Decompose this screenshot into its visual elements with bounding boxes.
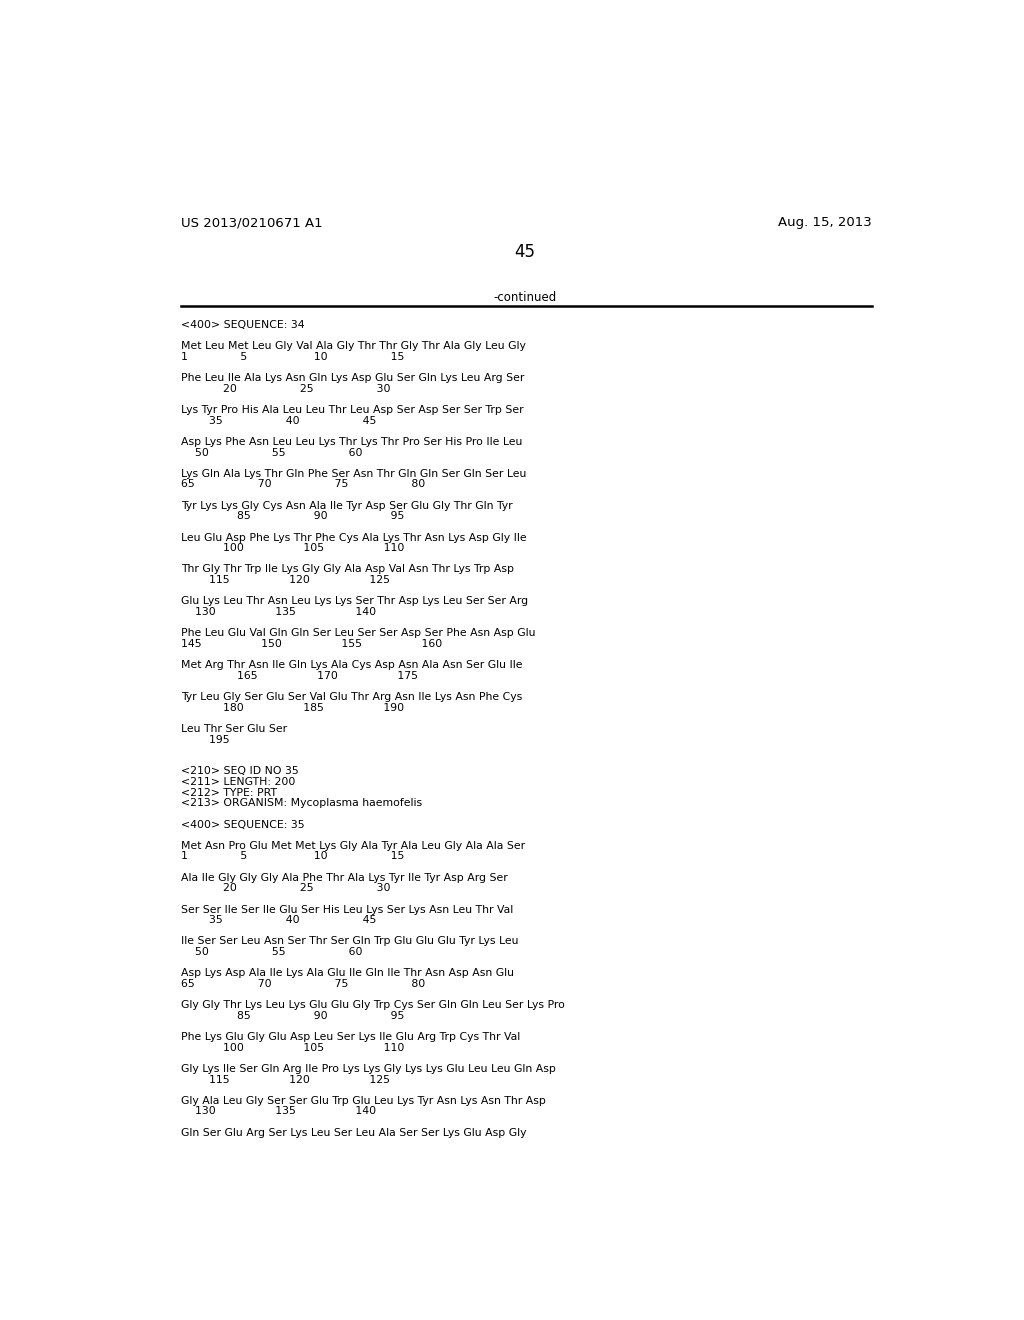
Text: 85                  90                  95: 85 90 95 (180, 511, 404, 521)
Text: Asp Lys Phe Asn Leu Leu Lys Thr Lys Thr Pro Ser His Pro Ile Leu: Asp Lys Phe Asn Leu Leu Lys Thr Lys Thr … (180, 437, 522, 447)
Text: Glu Lys Leu Thr Asn Leu Lys Lys Ser Thr Asp Lys Leu Ser Ser Arg: Glu Lys Leu Thr Asn Leu Lys Lys Ser Thr … (180, 597, 527, 606)
Text: Met Leu Met Leu Gly Val Ala Gly Thr Thr Gly Thr Ala Gly Leu Gly: Met Leu Met Leu Gly Val Ala Gly Thr Thr … (180, 342, 525, 351)
Text: 100                 105                 110: 100 105 110 (180, 544, 404, 553)
Text: 35                  40                  45: 35 40 45 (180, 915, 376, 925)
Text: Aug. 15, 2013: Aug. 15, 2013 (778, 216, 872, 230)
Text: 1               5                   10                  15: 1 5 10 15 (180, 352, 404, 362)
Text: 130                 135                 140: 130 135 140 (180, 607, 376, 616)
Text: Lys Tyr Pro His Ala Leu Leu Thr Leu Asp Ser Asp Ser Ser Trp Ser: Lys Tyr Pro His Ala Leu Leu Thr Leu Asp … (180, 405, 523, 414)
Text: 20                  25                  30: 20 25 30 (180, 883, 390, 894)
Text: Gln Ser Glu Arg Ser Lys Leu Ser Leu Ala Ser Ser Lys Glu Asp Gly: Gln Ser Glu Arg Ser Lys Leu Ser Leu Ala … (180, 1127, 526, 1138)
Text: 45: 45 (514, 243, 536, 261)
Text: 180                 185                 190: 180 185 190 (180, 702, 403, 713)
Text: Ser Ser Ile Ser Ile Glu Ser His Leu Lys Ser Lys Asn Leu Thr Val: Ser Ser Ile Ser Ile Glu Ser His Leu Lys … (180, 904, 513, 915)
Text: 145                 150                 155                 160: 145 150 155 160 (180, 639, 442, 649)
Text: 35                  40                  45: 35 40 45 (180, 416, 376, 426)
Text: -continued: -continued (494, 290, 556, 304)
Text: 165                 170                 175: 165 170 175 (180, 671, 418, 681)
Text: US 2013/0210671 A1: US 2013/0210671 A1 (180, 216, 323, 230)
Text: Gly Ala Leu Gly Ser Ser Glu Trp Glu Leu Lys Tyr Asn Lys Asn Thr Asp: Gly Ala Leu Gly Ser Ser Glu Trp Glu Leu … (180, 1096, 546, 1106)
Text: 115                 120                 125: 115 120 125 (180, 1074, 390, 1085)
Text: Asp Lys Asp Ala Ile Lys Ala Glu Ile Gln Ile Thr Asn Asp Asn Glu: Asp Lys Asp Ala Ile Lys Ala Glu Ile Gln … (180, 969, 514, 978)
Text: <210> SEQ ID NO 35: <210> SEQ ID NO 35 (180, 767, 298, 776)
Text: Tyr Leu Gly Ser Glu Ser Val Glu Thr Arg Asn Ile Lys Asn Phe Cys: Tyr Leu Gly Ser Glu Ser Val Glu Thr Arg … (180, 692, 522, 702)
Text: 20                  25                  30: 20 25 30 (180, 384, 390, 393)
Text: <400> SEQUENCE: 35: <400> SEQUENCE: 35 (180, 820, 304, 829)
Text: Lys Gln Ala Lys Thr Gln Phe Ser Asn Thr Gln Gln Ser Gln Ser Leu: Lys Gln Ala Lys Thr Gln Phe Ser Asn Thr … (180, 469, 526, 479)
Text: <400> SEQUENCE: 34: <400> SEQUENCE: 34 (180, 321, 304, 330)
Text: Gly Gly Thr Lys Leu Lys Glu Glu Gly Trp Cys Ser Gln Gln Leu Ser Lys Pro: Gly Gly Thr Lys Leu Lys Glu Glu Gly Trp … (180, 1001, 564, 1010)
Text: 115                 120                 125: 115 120 125 (180, 576, 390, 585)
Text: Ile Ser Ser Leu Asn Ser Thr Ser Gln Trp Glu Glu Glu Tyr Lys Leu: Ile Ser Ser Leu Asn Ser Thr Ser Gln Trp … (180, 936, 518, 946)
Text: Thr Gly Thr Trp Ile Lys Gly Gly Ala Asp Val Asn Thr Lys Trp Asp: Thr Gly Thr Trp Ile Lys Gly Gly Ala Asp … (180, 565, 514, 574)
Text: Ala Ile Gly Gly Gly Ala Phe Thr Ala Lys Tyr Ile Tyr Asp Arg Ser: Ala Ile Gly Gly Gly Ala Phe Thr Ala Lys … (180, 873, 508, 883)
Text: 65                  70                  75                  80: 65 70 75 80 (180, 979, 425, 989)
Text: 50                  55                  60: 50 55 60 (180, 946, 362, 957)
Text: 50                  55                  60: 50 55 60 (180, 447, 362, 458)
Text: Phe Leu Glu Val Gln Gln Ser Leu Ser Ser Asp Ser Phe Asn Asp Glu: Phe Leu Glu Val Gln Gln Ser Leu Ser Ser … (180, 628, 536, 639)
Text: Leu Glu Asp Phe Lys Thr Phe Cys Ala Lys Thr Asn Lys Asp Gly Ile: Leu Glu Asp Phe Lys Thr Phe Cys Ala Lys … (180, 533, 526, 543)
Text: Phe Lys Glu Gly Glu Asp Leu Ser Lys Ile Glu Arg Trp Cys Thr Val: Phe Lys Glu Gly Glu Asp Leu Ser Lys Ile … (180, 1032, 520, 1041)
Text: 1               5                   10                  15: 1 5 10 15 (180, 851, 404, 862)
Text: <213> ORGANISM: Mycoplasma haemofelis: <213> ORGANISM: Mycoplasma haemofelis (180, 799, 422, 808)
Text: Leu Thr Ser Glu Ser: Leu Thr Ser Glu Ser (180, 723, 287, 734)
Text: 65                  70                  75                  80: 65 70 75 80 (180, 479, 425, 490)
Text: Gly Lys Ile Ser Gln Arg Ile Pro Lys Lys Gly Lys Lys Glu Leu Leu Gln Asp: Gly Lys Ile Ser Gln Arg Ile Pro Lys Lys … (180, 1064, 556, 1074)
Text: Phe Leu Ile Ala Lys Asn Gln Lys Asp Glu Ser Gln Lys Leu Arg Ser: Phe Leu Ile Ala Lys Asn Gln Lys Asp Glu … (180, 374, 524, 383)
Text: Met Asn Pro Glu Met Met Lys Gly Ala Tyr Ala Leu Gly Ala Ala Ser: Met Asn Pro Glu Met Met Lys Gly Ala Tyr … (180, 841, 525, 851)
Text: 195: 195 (180, 734, 229, 744)
Text: 130                 135                 140: 130 135 140 (180, 1106, 376, 1117)
Text: <212> TYPE: PRT: <212> TYPE: PRT (180, 788, 276, 797)
Text: <211> LENGTH: 200: <211> LENGTH: 200 (180, 777, 295, 787)
Text: 85                  90                  95: 85 90 95 (180, 1011, 404, 1020)
Text: Tyr Lys Lys Gly Cys Asn Ala Ile Tyr Asp Ser Glu Gly Thr Gln Tyr: Tyr Lys Lys Gly Cys Asn Ala Ile Tyr Asp … (180, 500, 512, 511)
Text: 100                 105                 110: 100 105 110 (180, 1043, 404, 1052)
Text: Met Arg Thr Asn Ile Gln Lys Ala Cys Asp Asn Ala Asn Ser Glu Ile: Met Arg Thr Asn Ile Gln Lys Ala Cys Asp … (180, 660, 522, 671)
